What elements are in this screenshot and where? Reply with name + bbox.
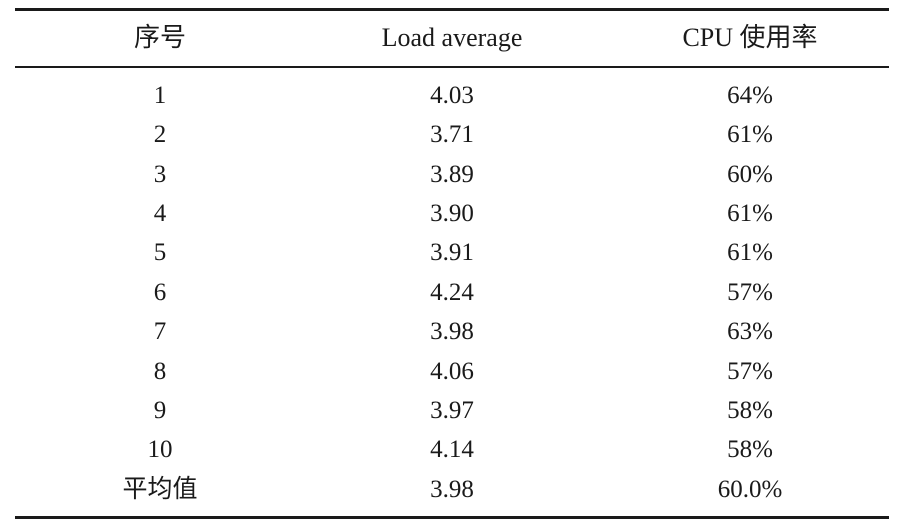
average-row: 平均值 3.98 60.0%: [15, 470, 889, 509]
table-row: 5 3.91 61%: [15, 233, 889, 272]
table-header: 序号 Load average CPU 使用率: [15, 18, 889, 58]
row-cpu-usage: 63%: [727, 318, 773, 345]
table-row: 7 3.98 63%: [15, 312, 889, 351]
load-cpu-table: 序号 Load average CPU 使用率 1 4.03 64% 2 3.7…: [15, 0, 889, 526]
row-index: 7: [153, 318, 167, 345]
header-rule: [15, 66, 889, 68]
row-index: 3: [153, 161, 167, 188]
table-row: 10 4.14 58%: [15, 430, 889, 469]
row-index: 9: [153, 397, 167, 424]
average-load-average: 3.98: [430, 476, 474, 503]
average-cpu-usage: 60.0%: [717, 476, 783, 503]
table-row: 3 3.89 60%: [15, 155, 889, 194]
row-cpu-usage: 57%: [727, 358, 773, 385]
header-cpu-usage: CPU 使用率: [682, 23, 818, 52]
row-index: 10: [147, 436, 173, 463]
row-load-average: 3.71: [430, 121, 474, 148]
average-label: 平均值: [122, 476, 198, 503]
row-load-average: 3.98: [430, 318, 474, 345]
row-index: 6: [153, 279, 167, 306]
row-load-average: 3.91: [430, 239, 474, 266]
table-row: 2 3.71 61%: [15, 115, 889, 154]
row-index: 2: [153, 121, 167, 148]
row-load-average: 3.90: [430, 200, 474, 227]
row-cpu-usage: 58%: [727, 397, 773, 424]
table-row: 9 3.97 58%: [15, 391, 889, 430]
row-cpu-usage: 57%: [727, 279, 773, 306]
row-load-average: 4.03: [430, 82, 474, 109]
table-row: 1 4.03 64%: [15, 76, 889, 115]
table-row: 6 4.24 57%: [15, 273, 889, 312]
row-cpu-usage: 64%: [727, 82, 773, 109]
row-index: 1: [153, 82, 167, 109]
header-index: 序号: [133, 23, 186, 52]
row-load-average: 4.06: [430, 358, 474, 385]
row-cpu-usage: 61%: [727, 121, 773, 148]
table-row: 4 3.90 61%: [15, 194, 889, 233]
row-cpu-usage: 61%: [727, 200, 773, 227]
row-load-average: 4.14: [430, 436, 474, 463]
top-rule: [15, 8, 889, 11]
row-index: 4: [153, 200, 167, 227]
row-load-average: 3.97: [430, 397, 474, 424]
header-load-average: Load average: [381, 23, 523, 52]
row-cpu-usage: 61%: [727, 239, 773, 266]
row-cpu-usage: 58%: [727, 436, 773, 463]
row-cpu-usage: 60%: [727, 161, 773, 188]
table-row: 8 4.06 57%: [15, 352, 889, 391]
row-index: 8: [153, 358, 167, 385]
row-index: 5: [153, 239, 167, 266]
row-load-average: 3.89: [430, 161, 474, 188]
bottom-rule: [15, 516, 889, 519]
row-load-average: 4.24: [430, 279, 474, 306]
